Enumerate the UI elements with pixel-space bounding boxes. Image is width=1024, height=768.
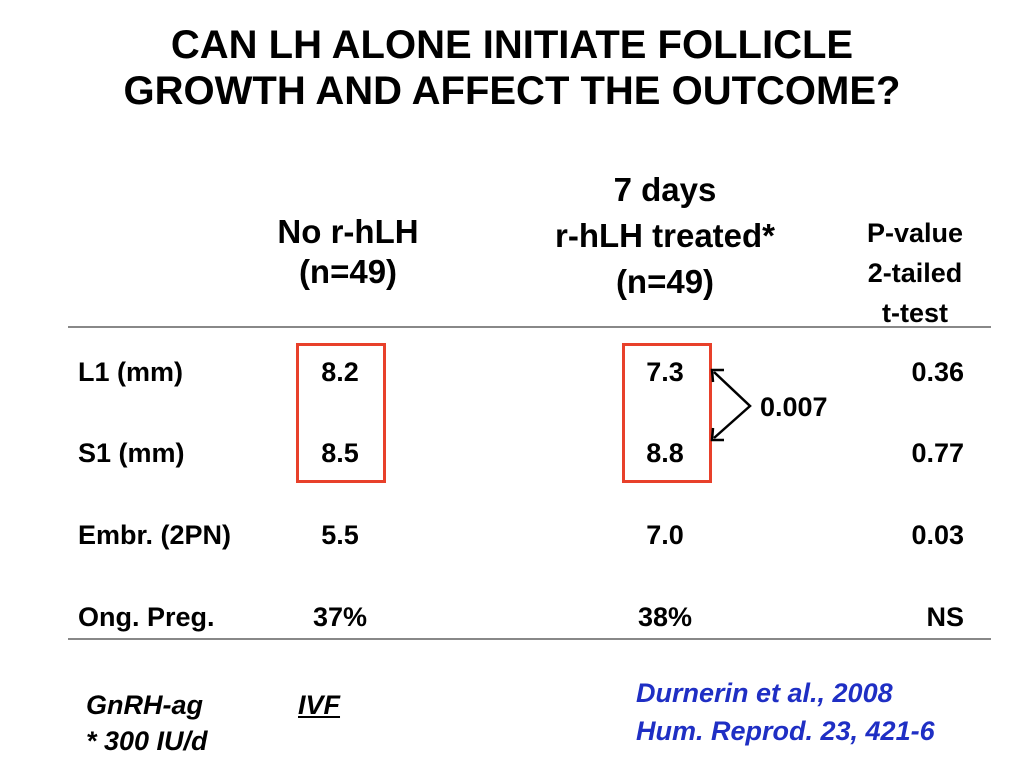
cell-pregnancy-p: NS bbox=[926, 602, 964, 632]
citation-line-2: Hum. Reprod. 23, 421-6 bbox=[636, 716, 935, 746]
highlight-box-lh bbox=[622, 343, 712, 483]
cell-s1-lh: 8.8 bbox=[646, 438, 684, 468]
header-no-lh-line-1: No r-hLH bbox=[277, 213, 419, 250]
row-label-s1: S1 (mm) bbox=[78, 438, 185, 468]
header-p-line-1: P-value bbox=[866, 218, 964, 248]
cell-pregnancy-lh: 38% bbox=[637, 602, 693, 632]
slide-title: CAN LH ALONE INITIATE FOLLICLE GROWTH AN… bbox=[0, 22, 1024, 114]
highlight-box-no-lh bbox=[296, 343, 386, 483]
bracket-arrow-icon bbox=[710, 368, 752, 442]
footer-protocol: GnRH-ag bbox=[86, 690, 203, 720]
footer-dose: * 300 IU/d bbox=[86, 726, 208, 756]
row-label-l1: L1 (mm) bbox=[78, 357, 184, 387]
header-lh-treated: 7 days r-hLH treated* (n=49) bbox=[500, 167, 830, 305]
title-line-2: GROWTH AND AFFECT THE OUTCOME? bbox=[123, 69, 901, 113]
citation-line-1: Durnerin et al., 2008 bbox=[636, 678, 893, 708]
header-p-line-3: t-test bbox=[882, 298, 948, 328]
cell-s1-no-lh: 8.5 bbox=[321, 438, 359, 468]
cell-embryo-p: 0.03 bbox=[911, 520, 964, 550]
citation: Durnerin et al., 2008 Hum. Reprod. 23, 4… bbox=[636, 674, 935, 750]
cell-embryo-lh: 7.0 bbox=[646, 520, 684, 550]
cell-l1-p: 0.36 bbox=[911, 357, 964, 387]
header-no-lh: No r-hLH (n=49) bbox=[228, 212, 468, 292]
table-bottom-rule bbox=[68, 638, 991, 640]
cell-pregnancy-no-lh: 37% bbox=[312, 602, 368, 632]
row-label-pregnancy: Ong. Preg. bbox=[78, 602, 215, 632]
header-lh-line-2: r-hLH treated* bbox=[554, 217, 776, 254]
cell-l1-lh: 7.3 bbox=[646, 357, 684, 387]
header-p-value: P-value 2-tailed t-test bbox=[830, 213, 1000, 333]
footer-method: IVF bbox=[298, 690, 341, 720]
header-lh-line-1: 7 days bbox=[613, 171, 717, 208]
cell-l1-no-lh: 8.2 bbox=[321, 357, 359, 387]
cell-s1-p: 0.77 bbox=[911, 438, 964, 468]
title-line-1: CAN LH ALONE INITIATE FOLLICLE bbox=[170, 23, 854, 67]
bracket-p-value: 0.007 bbox=[760, 392, 828, 422]
header-p-line-2: 2-tailed bbox=[867, 258, 963, 288]
cell-embryo-no-lh: 5.5 bbox=[321, 520, 359, 550]
table-top-rule bbox=[68, 326, 991, 328]
header-no-lh-line-2: (n=49) bbox=[298, 253, 398, 290]
header-lh-line-3: (n=49) bbox=[615, 263, 715, 300]
row-label-embryo: Embr. (2PN) bbox=[78, 520, 232, 550]
